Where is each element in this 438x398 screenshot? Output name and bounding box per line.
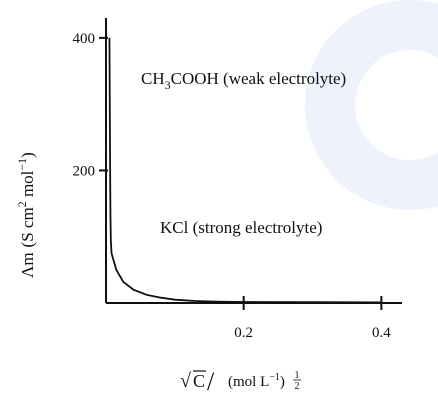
sqrt-symbol: √: [180, 370, 191, 392]
x-tick-label: 0.2: [234, 325, 253, 341]
y-ticks: 200 400: [73, 31, 108, 179]
watermark-shape: [305, 0, 438, 210]
series-line-weak: [108, 37, 113, 254]
x-ticks: 0.2 0.4: [234, 296, 391, 341]
y-tick-label: 400: [73, 31, 96, 47]
x-tick-label: 0.4: [372, 325, 391, 341]
x-exponent-numerator: 1: [295, 370, 300, 381]
annotation-weak-electrolyte: CH3COOH (weak electrolyte): [141, 69, 346, 92]
series-layer: [108, 37, 382, 304]
y-axis-label: Λm(S cm2 mol−1): [15, 152, 37, 278]
y-tick-label: 200: [73, 163, 96, 179]
x-exponent-denominator: 2: [295, 381, 300, 392]
x-unit: (mol L−1): [228, 372, 285, 390]
annotation-strong-electrolyte: KCl (strong electrolyte): [160, 218, 322, 237]
x-axis-label: √ C / (mol L−1) 1 2: [180, 367, 301, 396]
sqrt-variable: C: [193, 371, 205, 391]
series-line-strong: [110, 253, 382, 304]
slash: /: [207, 367, 215, 396]
